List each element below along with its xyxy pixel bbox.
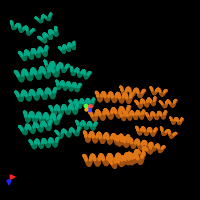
- Circle shape: [84, 104, 88, 108]
- Circle shape: [88, 108, 91, 112]
- Circle shape: [86, 106, 90, 110]
- Circle shape: [89, 105, 92, 108]
- Circle shape: [85, 108, 88, 111]
